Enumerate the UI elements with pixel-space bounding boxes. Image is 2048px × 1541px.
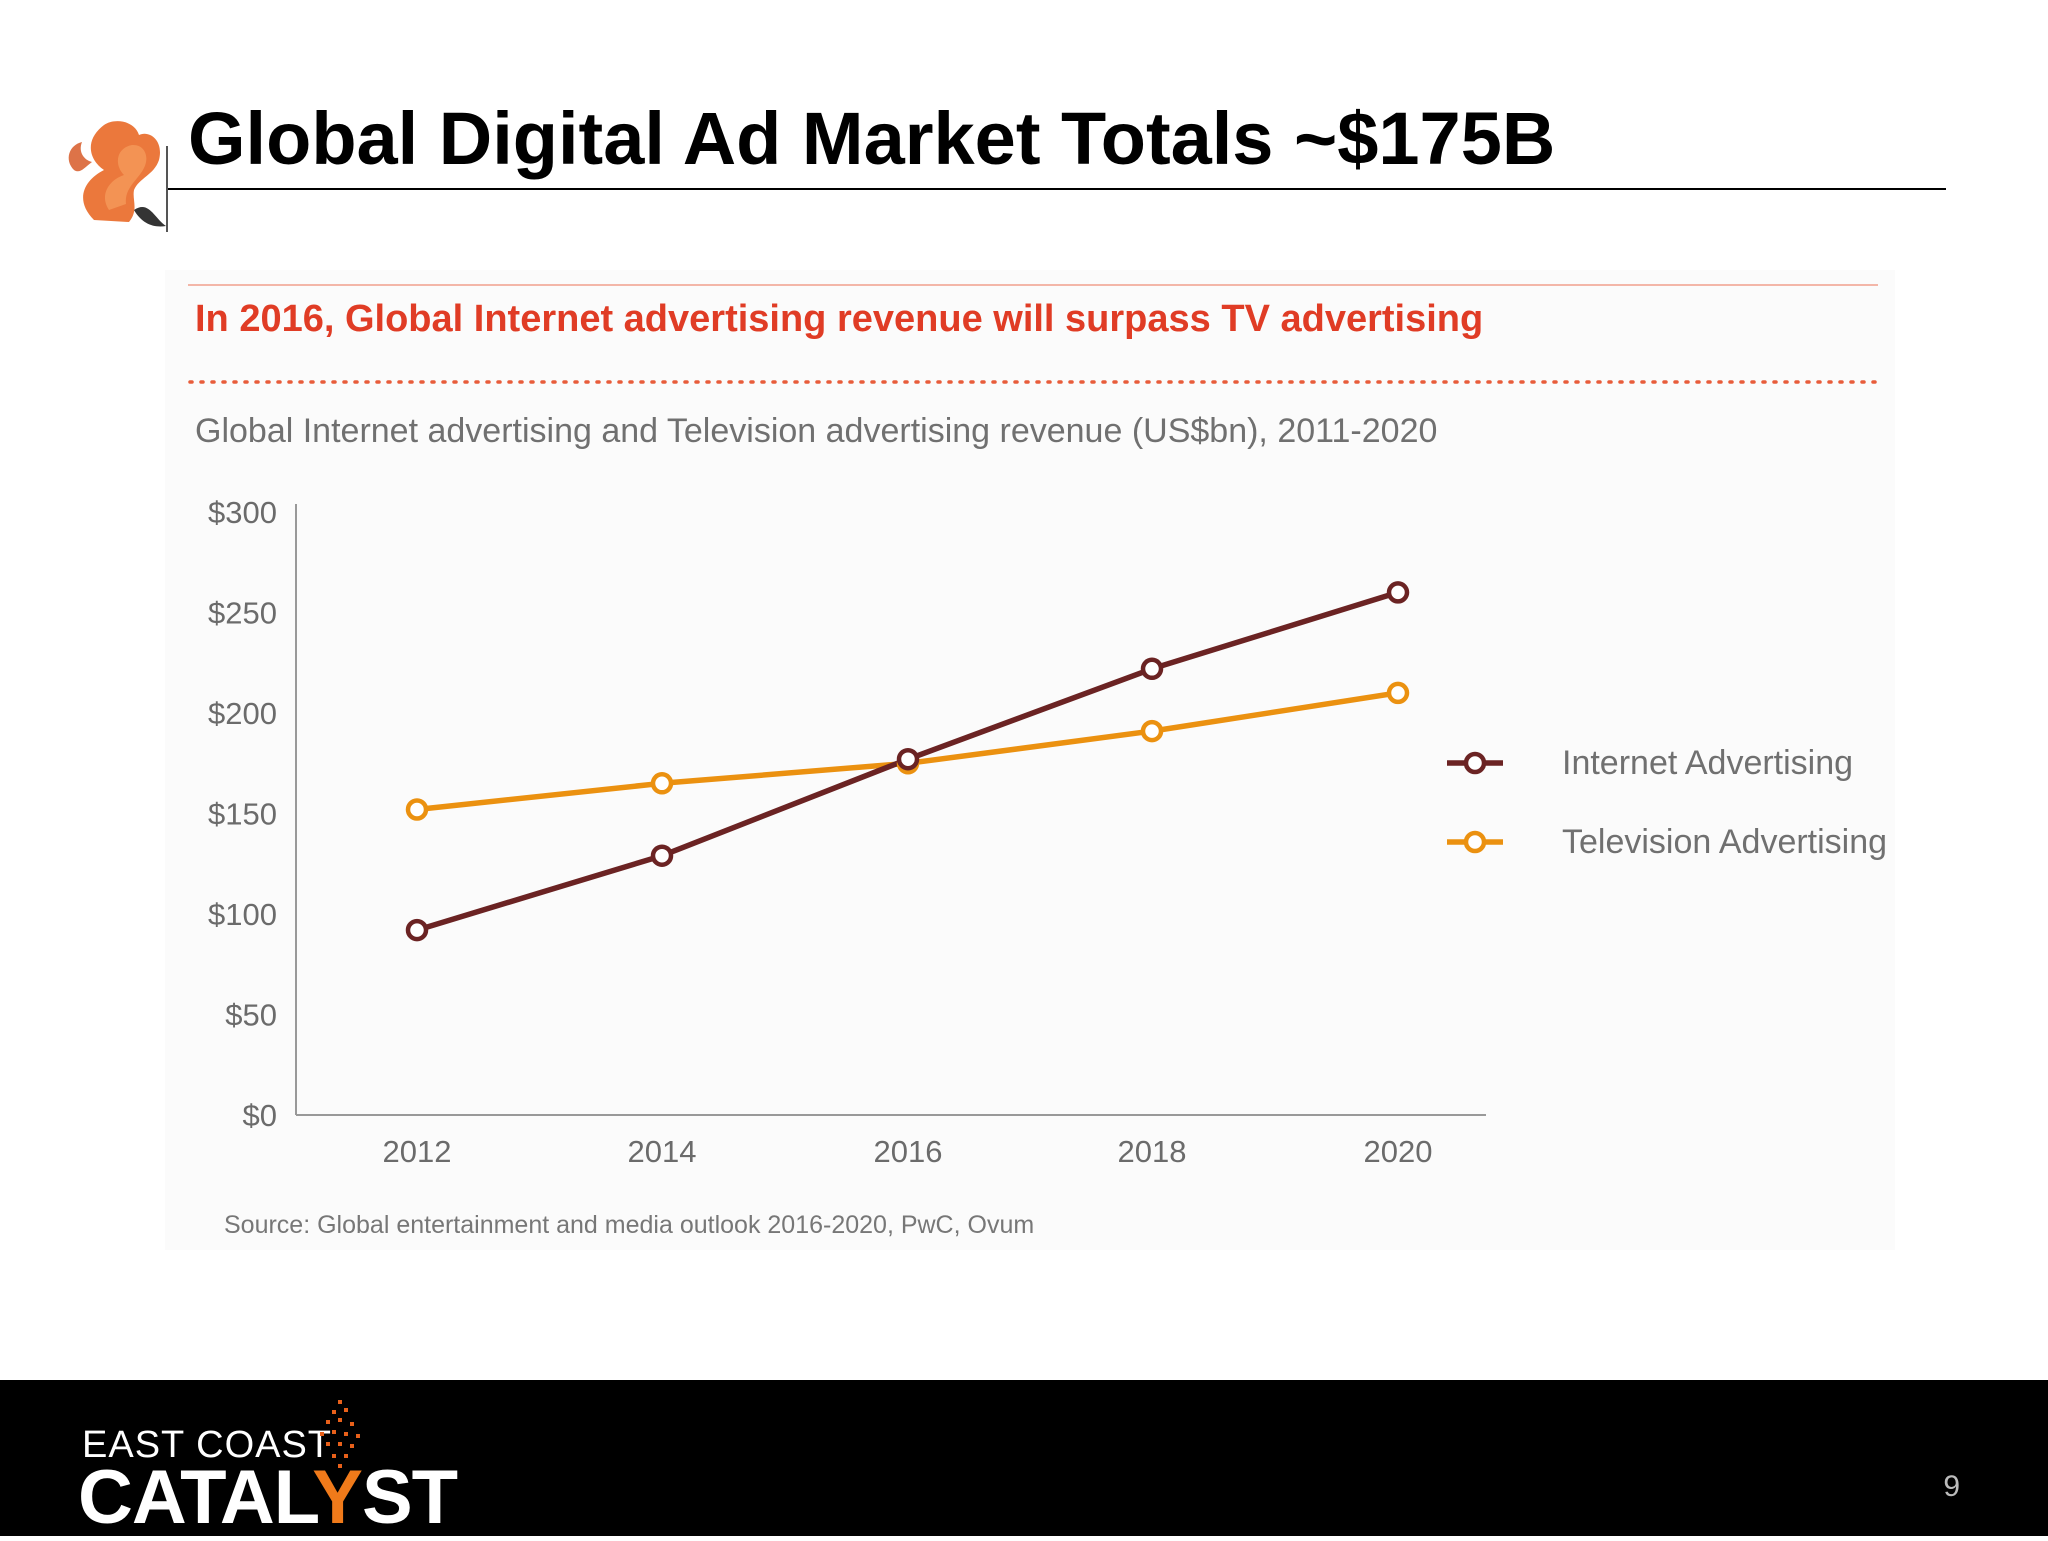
page-number: 9 bbox=[1943, 1470, 1960, 1503]
brand-logo-text: CATALYST bbox=[78, 1454, 458, 1541]
y-tick-label: $250 bbox=[208, 596, 277, 631]
slide-title: Global Digital Ad Market Totals ~$175B bbox=[188, 97, 1556, 180]
data-point bbox=[1386, 581, 1410, 604]
data-point bbox=[405, 798, 429, 821]
y-tick-label: $150 bbox=[208, 797, 277, 832]
x-tick-label: 2018 bbox=[1118, 1134, 1187, 1169]
data-point bbox=[1386, 681, 1410, 705]
legend-label: Internet Advertising bbox=[1562, 744, 1853, 782]
y-tick-label: $300 bbox=[208, 495, 277, 530]
smoke-flame-icon bbox=[68, 121, 166, 227]
chart-title: Global Internet advertising and Televisi… bbox=[195, 412, 1437, 450]
y-tick-label: $100 bbox=[208, 897, 277, 932]
y-tick-label: $200 bbox=[208, 696, 277, 731]
title-divider bbox=[168, 188, 1946, 190]
data-point bbox=[650, 844, 674, 867]
brand-text-part2: ST bbox=[361, 1455, 458, 1540]
brand-text-y: Y bbox=[312, 1455, 363, 1540]
y-tick-label: $0 bbox=[243, 1098, 277, 1133]
legend-swatch-marker bbox=[1463, 751, 1487, 775]
data-point bbox=[405, 918, 429, 942]
x-tick-label: 2012 bbox=[383, 1134, 452, 1169]
y-tick-label: $50 bbox=[225, 998, 277, 1033]
x-tick-label: 2016 bbox=[874, 1134, 943, 1169]
title-rule-accent bbox=[166, 146, 168, 232]
chart-source: Source: Global entertainment and media o… bbox=[224, 1211, 1034, 1239]
data-point bbox=[650, 772, 674, 795]
data-point bbox=[1140, 719, 1164, 743]
legend-swatch-marker bbox=[1463, 830, 1487, 854]
brand-line-top: EAST COAST bbox=[82, 1424, 333, 1466]
data-point bbox=[896, 747, 920, 771]
footer-bar bbox=[0, 1380, 2048, 1536]
x-tick-label: 2014 bbox=[628, 1134, 697, 1169]
chart-headline: In 2016, Global Internet advertising rev… bbox=[195, 298, 1483, 340]
spark-icon bbox=[320, 1400, 360, 1468]
brand-text-part1: CATAL bbox=[78, 1455, 313, 1540]
x-tick-label: 2020 bbox=[1364, 1134, 1433, 1169]
plot-area: $0 $50 $100 $150 $200 $250 $300 2012 2014 2016 201… bbox=[208, 495, 1887, 1169]
chart-panel: In 2016, Global Internet advertising rev… bbox=[165, 270, 1895, 1250]
data-point bbox=[1140, 657, 1164, 681]
legend-label: Television Advertising bbox=[1562, 823, 1887, 861]
line-chart: In 2016, Global Internet advertising rev… bbox=[188, 284, 1887, 1239]
